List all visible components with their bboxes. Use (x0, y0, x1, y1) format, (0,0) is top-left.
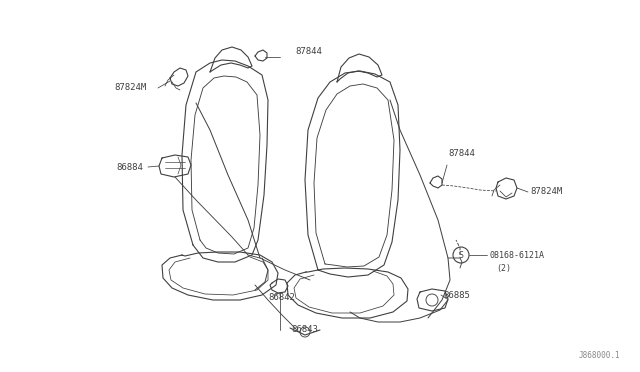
Text: 87844: 87844 (448, 148, 475, 157)
Text: 87824M: 87824M (530, 187, 563, 196)
Text: J868000.1: J868000.1 (579, 351, 620, 360)
Text: 86843: 86843 (292, 326, 319, 334)
Text: 08168-6121A: 08168-6121A (490, 250, 545, 260)
Text: 87844: 87844 (295, 48, 322, 57)
Text: 86842: 86842 (268, 294, 295, 302)
Text: 86884: 86884 (116, 163, 143, 171)
Text: S: S (459, 250, 463, 260)
Text: (2): (2) (496, 264, 511, 273)
Text: 86885: 86885 (443, 291, 470, 299)
Text: 87824M: 87824M (115, 83, 147, 93)
